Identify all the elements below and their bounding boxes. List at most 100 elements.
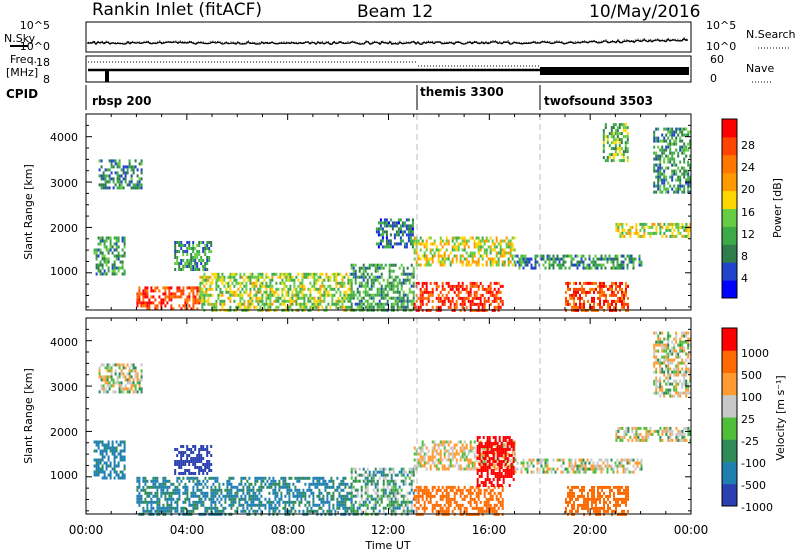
heatmap-cell (260, 488, 263, 492)
power-colorbar: 28 24 20 16 12 8 4 Power [dB] (721, 118, 784, 299)
heatmap-cell (110, 384, 113, 388)
heatmap-cell (358, 473, 361, 477)
heatmap-cell (113, 464, 116, 468)
heatmap-cell (518, 257, 521, 261)
heatmap-cell (382, 293, 385, 297)
heatmap-cell (196, 256, 199, 259)
heatmap-cell (364, 488, 367, 492)
heatmap-cell (188, 509, 191, 513)
heatmap-cell (305, 272, 308, 276)
heatmap-cell (441, 443, 444, 447)
heatmap-cell (174, 472, 177, 475)
heatmap-cell (337, 296, 340, 300)
heatmap-cell (671, 130, 674, 134)
heatmap-cell (263, 305, 266, 309)
heatmap-cell (503, 254, 506, 258)
heatmap-cell (228, 482, 231, 486)
heatmap-cell (613, 281, 615, 285)
colorbar-swatch (722, 190, 737, 209)
heatmap-cell (192, 250, 195, 253)
heatmap-cell (626, 126, 629, 130)
heatmap-cell (675, 225, 678, 229)
heatmap-cell (601, 287, 603, 291)
heatmap-cell (675, 142, 678, 146)
heatmap-cell (182, 454, 185, 457)
heatmap-cell (606, 135, 609, 139)
heatmap-cell (313, 287, 316, 291)
heatmap-cell (229, 296, 232, 300)
heatmap-cell (679, 145, 682, 149)
heatmap-cell (616, 257, 619, 261)
heatmap-cell (463, 467, 466, 471)
heatmap-cell (433, 281, 436, 285)
heatmap-cell (447, 467, 450, 471)
heatmap-cell (364, 275, 367, 279)
heatmap-cell (114, 369, 117, 373)
heatmap-cell (170, 482, 173, 486)
heatmap-cell (431, 446, 434, 450)
heatmap-cell (325, 275, 328, 279)
heatmap-cell (318, 503, 321, 507)
heatmap-cell (148, 304, 151, 308)
heatmap-cell (461, 254, 464, 258)
heatmap-cell (396, 473, 399, 477)
heatmap-cell (105, 236, 108, 240)
heatmap-cell (214, 491, 217, 495)
heatmap-cell (237, 293, 240, 297)
heatmap-cell (610, 159, 613, 163)
heatmap-cell (576, 266, 579, 270)
heatmap-cell (617, 290, 619, 294)
heatmap-cell (574, 263, 577, 267)
heatmap-cell (360, 299, 363, 303)
heatmap-cell (172, 307, 175, 311)
heatmap-cell (186, 301, 189, 305)
heatmap-cell (407, 230, 410, 234)
heatmap-cell (667, 181, 670, 185)
heatmap-cell (101, 251, 104, 255)
heatmap-cell (665, 190, 668, 194)
heatmap-cell (350, 470, 353, 474)
heatmap-cell (247, 275, 250, 279)
heatmap-cell (192, 259, 195, 262)
heatmap-cell (655, 169, 658, 173)
heatmap-cell (479, 299, 482, 303)
heatmap-cell (392, 467, 395, 471)
heatmap-cell (250, 494, 253, 498)
heatmap-cell (384, 494, 387, 498)
heatmap-cell (101, 458, 104, 462)
heatmap-cell (203, 284, 206, 288)
heatmap-cell (647, 225, 650, 229)
heatmap-cell (433, 503, 436, 507)
heatmap-cell (162, 506, 165, 510)
heatmap-cell (626, 147, 629, 151)
heatmap-cell (237, 287, 240, 291)
heatmap-cell (111, 272, 114, 276)
heatmap-cell (382, 302, 385, 306)
heatmap-cell (375, 230, 378, 234)
power-cbar-tick-16: 16 (741, 206, 755, 219)
heatmap-cell (238, 497, 241, 501)
heatmap-cell (399, 227, 402, 231)
heatmap-cell (356, 287, 359, 291)
heatmap-cell (249, 278, 252, 282)
heatmap-cell (341, 284, 344, 288)
heatmap-cell (112, 180, 115, 184)
heatmap-cell (320, 500, 323, 504)
heatmap-cell (392, 491, 395, 495)
heatmap-cell (479, 506, 482, 510)
heatmap-cell (612, 141, 615, 145)
heatmap-cell (142, 298, 145, 302)
heatmap-cell (415, 239, 418, 243)
freq-unit: [MHz] (6, 66, 38, 79)
heatmap-cell (204, 469, 207, 472)
heatmap-cell (481, 509, 484, 513)
heatmap-cell (611, 281, 613, 285)
heatmap-cell (259, 281, 262, 285)
heatmap-cell (607, 302, 609, 306)
heatmap-cell (160, 482, 163, 486)
heatmap-cell (372, 503, 375, 507)
heatmap-cell (402, 470, 405, 474)
heatmap-cell (240, 503, 243, 507)
heatmap-cell (216, 497, 219, 501)
heatmap-cell (526, 260, 529, 264)
